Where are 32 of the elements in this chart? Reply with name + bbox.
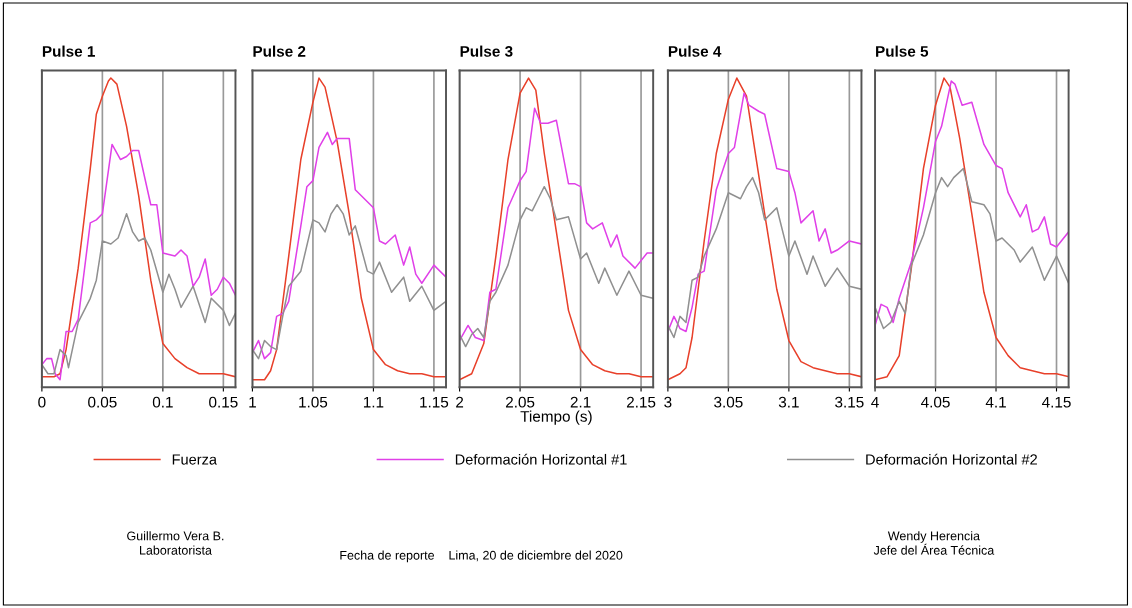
chart-title: Pulse 2	[253, 45, 306, 57]
x-tick-label: 4.05	[921, 396, 950, 408]
x-tick-label: 4.1	[985, 396, 1006, 408]
x-tick-label: 0.05	[88, 396, 117, 408]
x-tick-label: 1	[249, 396, 256, 408]
x-tick-label: 3.05	[714, 396, 743, 408]
x-tick-label: 3.15	[835, 396, 864, 408]
x-tick-label: 1.1	[363, 396, 384, 408]
x-tick-label: 3	[664, 396, 672, 408]
x-tick-label: 2	[456, 396, 464, 408]
x-tick-label: 2.1	[570, 396, 591, 408]
chart-title: Pulse 5	[876, 45, 929, 57]
legend-label: Deformación Horizontal #1	[455, 453, 627, 465]
x-tick-label: 4.15	[1041, 396, 1071, 408]
chart-title: Pulse 3	[460, 45, 513, 57]
text: Wendy Herencia Jefe del Área Técnica	[873, 531, 995, 555]
chart-title: Pulse 4	[668, 45, 722, 57]
x-tick-label: 2.05	[505, 396, 535, 408]
x-tick-label: 3.1	[778, 396, 799, 408]
x-tick-label: 0.15	[209, 396, 238, 408]
x-tick-label: 1.15	[420, 396, 449, 408]
chart-title: Pulse 1	[42, 45, 95, 57]
x-tick-label: 4	[871, 396, 879, 408]
legend-label: Deformación Horizontal #2	[866, 453, 1037, 465]
x-tick-label: 2.15	[626, 396, 656, 408]
x-axis-title: Tiempo (s)	[520, 410, 592, 425]
legend-label: Fuerza	[172, 454, 217, 465]
text: Guillermo Vera B. Laboratorista	[127, 531, 224, 555]
x-tick-label: 1.05	[299, 396, 328, 408]
x-tick-label: 0	[38, 396, 46, 408]
x-tick-label: 0.1	[152, 396, 173, 408]
text: Fecha de reporte Lima, 20 de diciembre del 2020	[340, 550, 623, 563]
